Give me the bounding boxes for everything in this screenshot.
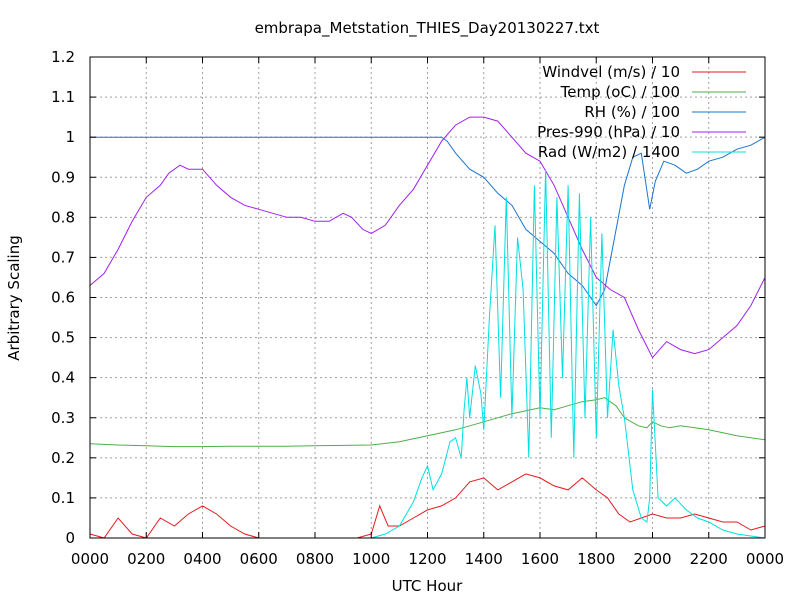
y-tick-label: 1.2 [51, 48, 75, 66]
x-tick-label: 2000 [633, 550, 671, 568]
series-layer [89, 116, 766, 539]
y-tick-label: 0.3 [51, 409, 75, 427]
y-tick-label: 0.1 [51, 489, 75, 507]
x-tick-label: 0400 [183, 550, 221, 568]
x-tick-label: 1600 [521, 550, 559, 568]
y-axis-label: Arbitrary Scaling [5, 235, 23, 361]
x-tick-label: 1400 [465, 550, 503, 568]
x-tick-label: 0200 [127, 550, 165, 568]
x-tick-label: 1200 [408, 550, 446, 568]
y-tick-label: 0.6 [51, 289, 75, 307]
y-tick-labels: 0 0.1 0.2 0.3 0.4 0.5 0.6 0.7 0.8 0.9 1 1.1 1.2 [51, 48, 75, 547]
series-line-2 [90, 136, 766, 307]
x-tick-label: 1000 [352, 550, 390, 568]
y-tick-label: 0.2 [51, 449, 75, 467]
y-tick-label: 0 [65, 529, 75, 547]
y-tick-label: 0.5 [51, 329, 75, 347]
y-tick-label: 1.1 [51, 88, 75, 106]
x-tick-label: 0600 [240, 550, 278, 568]
legend: Windvel (m/s) / 10 Temp (oC) / 100 RH (%) … [537, 63, 746, 161]
series-line-4 [90, 169, 766, 539]
x-tick-label: 0000 [746, 550, 784, 568]
x-tick-label: 1800 [577, 550, 615, 568]
y-tick-label: 0.4 [51, 369, 75, 387]
y-tick-label: 0.7 [51, 248, 75, 266]
x-tick-label: 0800 [296, 550, 334, 568]
legend-label: Pres-990 (hPa) / 10 [537, 123, 680, 141]
series-line-0 [89, 473, 766, 539]
x-tick-label: 0000 [71, 550, 109, 568]
legend-label: Windvel (m/s) / 10 [542, 63, 680, 81]
y-tick-label: 1 [65, 128, 75, 146]
tick-marks [89, 56, 766, 539]
x-axis-label: UTC Hour [392, 577, 463, 595]
y-tick-label: 0.8 [51, 208, 75, 226]
y-tick-label: 0.9 [51, 168, 75, 186]
chart-title: embrapa_Metstation_THIES_Day20130227.txt [255, 19, 600, 38]
series-line-3 [89, 116, 766, 359]
legend-label: Temp (oC) / 100 [560, 83, 680, 101]
legend-label: Rad (W/m2) / 1400 [538, 143, 680, 161]
x-tick-label: 2200 [690, 550, 728, 568]
legend-label: RH (%) / 100 [584, 103, 680, 121]
x-tick-labels: 0000 0200 0400 0600 0800 1000 1200 1400 1600 1800… [71, 550, 784, 568]
